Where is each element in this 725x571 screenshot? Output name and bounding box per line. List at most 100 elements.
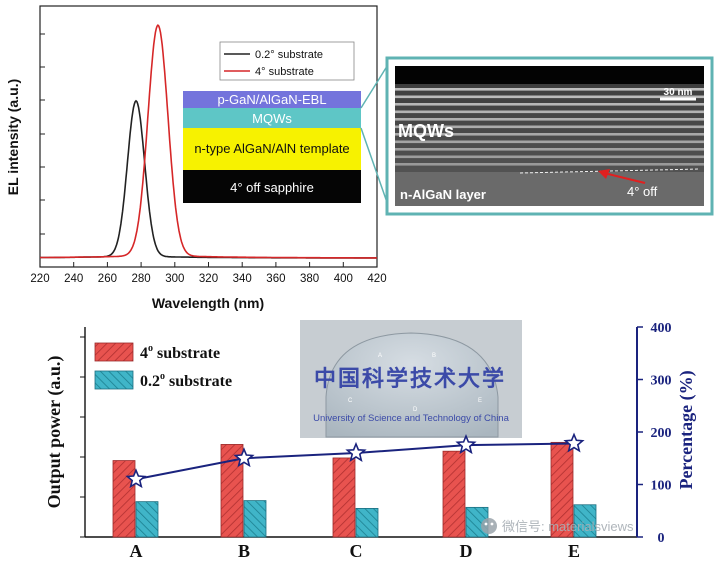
op-right-tick-label-4: 400 <box>651 321 672 336</box>
op-legend-swatch-1 <box>94 370 134 390</box>
bar-02deg-A <box>135 501 159 538</box>
category-label-A: A <box>130 541 143 561</box>
el-curves <box>39 24 377 259</box>
category-label-D: D <box>460 541 473 561</box>
tem-image: 30 nm MQWs n-AlGaN layer 4° off <box>385 56 714 216</box>
tem-qw-stripes <box>395 88 704 166</box>
op-right-ticks: 0 100 200 300 400 <box>637 321 672 546</box>
layer-ebl <box>183 91 361 108</box>
percentage-star-A <box>125 468 147 489</box>
tem-stripe-10 <box>395 163 704 166</box>
watermark-text: 微信号: materialsviews <box>502 519 634 534</box>
op-y2-axis-label: Percentage (%) <box>676 370 697 489</box>
layer-structure-inset: p-GaN/AlGaN-EBL MQWs n-type AlGaN/AlN te… <box>183 91 361 203</box>
el-spectrum-chart: 220 240 260 280 300 320 340 360 380 400 420 Wavele… <box>5 5 714 311</box>
layer-sapphire-label: 4° off sapphire <box>230 180 314 195</box>
tem-stripe-4 <box>395 118 704 121</box>
category-label-B: B <box>238 541 250 561</box>
el-x-tick-label-8: 380 <box>300 273 319 285</box>
bar-02deg-C <box>355 507 379 538</box>
op-category-labels: A B C D E <box>130 541 581 561</box>
wafer-mark-e: E <box>478 398 482 404</box>
wafer-mark-c: C <box>348 398 353 404</box>
op-right-tick-label-2: 200 <box>651 426 672 441</box>
op-legend-label-0: 4o substrate <box>140 343 220 362</box>
tem-nalgan-region <box>395 172 704 206</box>
layer-mqws-label: MQWs <box>252 111 292 126</box>
wafer-mark-a: A <box>378 353 382 359</box>
op-left-ticks <box>80 336 85 538</box>
bar-4deg-E <box>550 441 574 538</box>
inset-connector-bottom <box>360 127 390 209</box>
op-legend-1-text: substrate <box>165 373 232 390</box>
bar-4deg-A <box>112 460 136 538</box>
el-x-tick-label-9: 400 <box>334 273 353 285</box>
percentage-star-B <box>233 447 255 468</box>
wafer-photo: A B 中国科学技术大学 C D E University of Science… <box>300 320 522 438</box>
el-x-axis-label: Wavelength (nm) <box>152 295 264 311</box>
wechat-icon-eye-right <box>490 522 494 526</box>
layer-template-label-wrap: n-type AlGaN/AlN template <box>194 141 349 156</box>
op-y-axis-label: Output power (a.u.) <box>44 356 65 509</box>
op-legend: 4o substrate 0.2o substrate <box>94 342 232 390</box>
percentage-star-C <box>345 441 367 463</box>
category-label-C: C <box>350 541 363 561</box>
el-legend: 0.2° substrate 4° substrate <box>219 41 355 81</box>
el-x-tick-label-10: 420 <box>367 273 386 285</box>
wafer-mark-d: D <box>413 407 418 413</box>
tem-top-band <box>395 66 704 84</box>
op-legend-0-text: substrate <box>153 345 220 362</box>
bar-02deg-B <box>243 500 267 538</box>
tem-stripe-1 <box>395 95 704 99</box>
wafer-mark-b: B <box>432 353 436 359</box>
op-bars <box>112 441 597 538</box>
bar-4deg-B <box>220 444 244 538</box>
tem-stripe-5 <box>395 125 704 129</box>
tem-stripe-6 <box>395 133 704 136</box>
el-x-tick-label-4: 300 <box>165 273 184 285</box>
op-legend-1-sup: o <box>160 371 165 382</box>
layer-template <box>183 128 361 170</box>
el-x-tick-label-5: 320 <box>199 273 218 285</box>
bar-4deg-D <box>442 450 466 538</box>
tem-arrow-head <box>598 169 610 179</box>
op-legend-1-base: 0.2 <box>140 373 160 390</box>
el-x-tick-label-2: 260 <box>98 273 117 285</box>
el-y-axis-label: EL intensity (a.u.) <box>5 79 21 195</box>
tem-stripe-2 <box>395 103 704 106</box>
percentage-star-E <box>563 432 585 453</box>
tem-off-label: 4° off <box>627 184 658 199</box>
el-curve-1 <box>40 24 377 259</box>
output-power-chart: 0 100 200 300 400 Output power (a.u.) Percen… <box>44 320 697 561</box>
percentage-series <box>125 432 585 489</box>
tem-stripe-0 <box>395 88 704 91</box>
op-legend-0-base: 4 <box>140 345 148 362</box>
el-legend-label-1: 4° substrate <box>255 66 314 78</box>
el-x-tick-label-7: 360 <box>266 273 285 285</box>
bar-4deg-C <box>332 457 356 538</box>
el-x-tick-label-3: 280 <box>132 273 151 285</box>
wafer <box>325 332 499 438</box>
layer-ebl-label: p-GaN/AlGaN-EBL <box>217 92 326 107</box>
wechat-icon <box>481 518 497 534</box>
el-x-tick-label-0: 220 <box>30 273 49 285</box>
tem-layer-label: n-AlGaN layer <box>400 187 486 202</box>
tem-scale-label: 30 nm <box>664 87 693 98</box>
el-x-tick-label-6: 340 <box>233 273 252 285</box>
layer-mqws <box>183 108 361 128</box>
tem-mqws-label: MQWs <box>398 121 454 141</box>
op-right-tick-label-0: 0 <box>658 531 665 546</box>
category-label-E: E <box>568 541 580 561</box>
el-legend-label-0: 0.2° substrate <box>255 49 323 61</box>
op-legend-label-1: 0.2o substrate <box>140 371 232 390</box>
tem-interface-line <box>519 168 701 174</box>
op-legend-0-sup: o <box>148 343 153 354</box>
tem-stripe-8 <box>395 148 704 151</box>
el-legend-box <box>219 41 355 81</box>
op-right-tick-label-1: 100 <box>651 479 672 494</box>
op-right-tick-label-3: 300 <box>651 374 672 389</box>
inset-connector-top <box>360 62 390 109</box>
watermark: 微信号: materialsviews <box>481 518 634 534</box>
el-x-axis-ticks: 220 240 260 280 300 320 340 360 380 400 420 <box>30 262 387 285</box>
op-legend-swatch-0 <box>94 342 134 362</box>
